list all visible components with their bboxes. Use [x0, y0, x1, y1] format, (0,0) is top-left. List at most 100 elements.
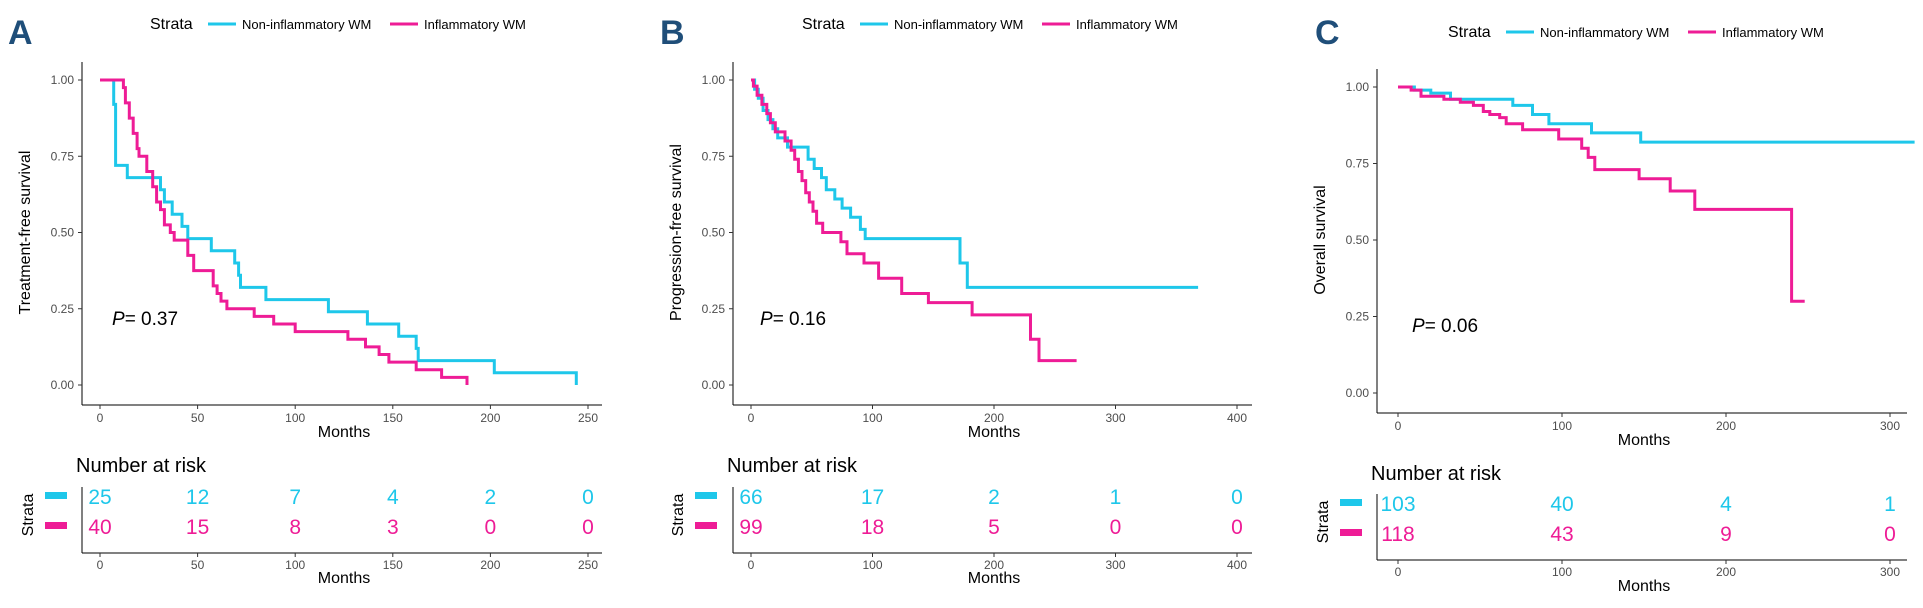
risk-x-tick-label: 0: [1395, 565, 1402, 579]
y-tick-label: 0.75: [702, 149, 726, 163]
risk-table-title: Number at risk: [76, 455, 207, 477]
x-axis-title: Months: [968, 424, 1020, 441]
y-tick-label: 0.25: [1346, 310, 1370, 324]
risk-count: 8: [289, 516, 301, 539]
risk-count: 0: [1231, 516, 1243, 539]
p-value: = 0.37: [125, 309, 178, 330]
risk-x-tick-label: 200: [984, 558, 1004, 572]
risk-count: 103: [1380, 493, 1415, 516]
y-tick-label: 0.00: [702, 378, 726, 392]
legend: Strata Non-inflammatory WM Inflammatory WM: [802, 16, 1178, 33]
km-curve-non-inflammatory: [751, 78, 1199, 289]
x-tick-label: 100: [285, 411, 305, 425]
legend: Strata Non-inflammatory WM Inflammatory WM: [1448, 24, 1824, 41]
risk-count: 18: [861, 516, 884, 539]
risk-row-swatch: [1340, 499, 1362, 506]
risk-count: 0: [1231, 486, 1243, 509]
y-tick-label: 0.75: [1346, 157, 1370, 171]
risk-x-tick-label: 100: [1552, 565, 1572, 579]
y-axis-title: Overall survival: [1312, 185, 1329, 294]
risk-x-axis-title: Months: [318, 570, 370, 587]
p-value-label: P= 0.06: [1412, 316, 1478, 337]
risk-x-tick-label: 0: [97, 558, 104, 572]
x-tick-label: 250: [578, 411, 598, 425]
risk-x-tick-label: 100: [285, 558, 305, 572]
y-tick-label: 0.50: [702, 226, 726, 240]
panel-b: B Strata Non-inflammatory WM Inflammatory W…: [660, 14, 1252, 587]
risk-x-tick-label: 250: [578, 558, 598, 572]
x-tick-label: 0: [748, 411, 755, 425]
risk-x-axis-title: Months: [1618, 578, 1670, 595]
x-tick-label: 300: [1105, 411, 1125, 425]
legend-title: Strata: [1448, 24, 1491, 41]
risk-x-tick-label: 100: [862, 558, 882, 572]
x-tick-label: 100: [862, 411, 882, 425]
risk-strata-label: Strata: [670, 494, 687, 537]
legend-title: Strata: [150, 16, 193, 33]
y-tick-label: 0.00: [1346, 386, 1370, 400]
p-value-label: P= 0.37: [112, 309, 178, 330]
risk-strata-label: Strata: [20, 494, 37, 537]
risk-table-title: Number at risk: [727, 455, 858, 477]
y-axis-title: Progression-free survival: [668, 144, 685, 321]
risk-table: Number at risk Strata 25 12 7 4 2 0 40 15 8 3 0 0 0 50 1…: [20, 455, 602, 587]
risk-table-title: Number at risk: [1371, 463, 1502, 485]
km-curve-inflammatory: [751, 78, 1077, 363]
legend: Strata Non-inflammatory WM Inflammatory WM: [150, 16, 526, 33]
risk-x-tick-label: 150: [383, 558, 403, 572]
y-tick-label: 0.25: [702, 302, 726, 316]
km-curve-inflammatory: [1398, 85, 1805, 303]
x-tick-label: 50: [191, 411, 205, 425]
risk-count: 118: [1381, 523, 1414, 546]
risk-strata-label: Strata: [1315, 501, 1332, 544]
risk-count: 66: [739, 486, 762, 509]
risk-table: Number at risk Strata 103 40 4 1 118 43 9 0 0 100 20…: [1315, 463, 1907, 595]
risk-count: 0: [582, 516, 594, 539]
x-tick-label: 200: [1716, 419, 1736, 433]
risk-table: Number at risk Strata 66 17 2 1 0 99 18 5 0 0 0 100 20…: [670, 455, 1252, 587]
p-value: = 0.06: [1425, 316, 1478, 337]
p-label: P: [760, 309, 773, 330]
x-axis-title: Months: [318, 424, 370, 441]
risk-count: 4: [1720, 493, 1732, 516]
risk-count: 40: [1550, 493, 1573, 516]
km-curve-non-inflammatory: [100, 78, 578, 385]
risk-count: 0: [1884, 523, 1896, 546]
risk-count: 0: [582, 486, 594, 509]
p-label: P: [1412, 316, 1425, 337]
p-value: = 0.16: [773, 309, 826, 330]
y-tick-label: 0.50: [51, 226, 75, 240]
x-tick-label: 300: [1880, 419, 1900, 433]
risk-count: 15: [186, 516, 209, 539]
risk-count: 1: [1110, 486, 1122, 509]
risk-count: 40: [88, 516, 111, 539]
p-value-label: P= 0.16: [760, 309, 826, 330]
risk-x-tick-label: 200: [1716, 565, 1736, 579]
km-curve-inflammatory: [100, 78, 469, 385]
risk-x-tick-label: 300: [1105, 558, 1125, 572]
risk-x-tick-label: 400: [1227, 558, 1247, 572]
legend-label: Non-inflammatory WM: [242, 17, 371, 32]
panel-letter: A: [8, 14, 33, 52]
x-tick-label: 100: [1552, 419, 1572, 433]
risk-count: 2: [988, 486, 1000, 509]
y-tick-label: 1.00: [51, 73, 75, 87]
risk-count: 25: [88, 486, 111, 509]
legend-label: Inflammatory WM: [1722, 25, 1824, 40]
legend-label: Non-inflammatory WM: [894, 17, 1023, 32]
risk-count: 1: [1884, 493, 1896, 516]
risk-count: 99: [739, 516, 762, 539]
risk-count: 17: [861, 486, 884, 509]
risk-count: 9: [1720, 523, 1732, 546]
y-tick-label: 0.25: [51, 302, 75, 316]
legend-label: Non-inflammatory WM: [1540, 25, 1669, 40]
y-tick-label: 0.50: [1346, 233, 1370, 247]
risk-row-swatch: [695, 522, 717, 529]
x-tick-label: 150: [383, 411, 403, 425]
legend-title: Strata: [802, 16, 845, 33]
y-tick-label: 0.00: [51, 378, 75, 392]
panel-a: A Strata Non-inflammatory WM Inflammatory W…: [8, 14, 602, 587]
x-tick-label: 0: [97, 411, 104, 425]
risk-count: 5: [988, 516, 1000, 539]
